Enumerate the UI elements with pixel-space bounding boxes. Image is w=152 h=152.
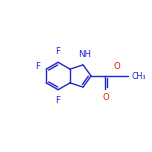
Text: F: F: [55, 96, 60, 105]
Text: CH₃: CH₃: [131, 71, 146, 81]
Text: NH: NH: [78, 50, 91, 59]
Text: O: O: [102, 93, 109, 102]
Text: O: O: [114, 62, 121, 71]
Text: F: F: [36, 62, 41, 71]
Text: F: F: [56, 47, 61, 56]
